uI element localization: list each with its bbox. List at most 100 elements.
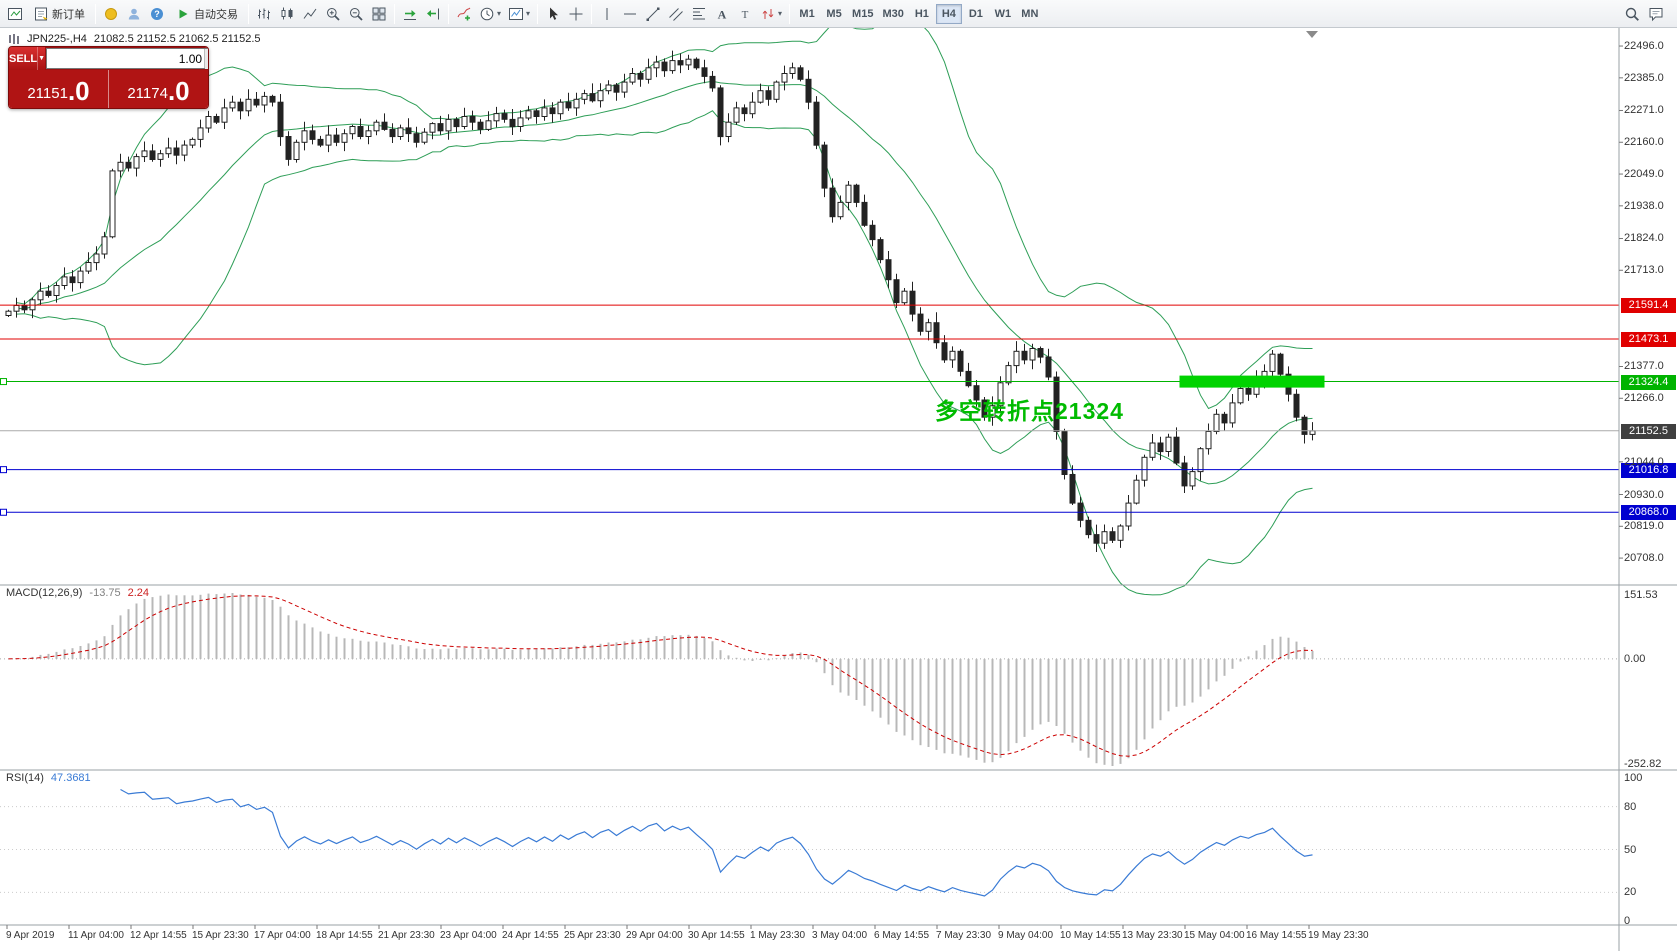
vertical-line-button[interactable] — [596, 3, 618, 25]
timeframe-h1-button[interactable]: H1 — [909, 4, 935, 24]
new-order-button[interactable]: 新订单 — [27, 3, 91, 25]
candle-body — [957, 350, 964, 372]
timeframe-m30-button[interactable]: M30 — [878, 4, 907, 24]
auto-scroll-button[interactable] — [399, 3, 421, 25]
vertical-line-icon — [606, 7, 608, 20]
crosshair-icon — [569, 7, 583, 20]
candle-body — [669, 60, 676, 72]
trendline-button[interactable] — [642, 3, 664, 25]
turning-point-annotation[interactable]: 多空转折点21324 — [935, 398, 1124, 424]
candle-body — [413, 133, 420, 143]
line-chart-button[interactable] — [299, 3, 321, 25]
community-button[interactable] — [123, 3, 145, 25]
toolbar-divider — [537, 3, 539, 24]
text-button[interactable]: A — [711, 3, 733, 25]
one-click-trading-panel[interactable]: SELL ▼ ▲ ▼ BUY 21151.0 21174.0 — [8, 46, 209, 109]
horizontal-line-icon — [624, 13, 637, 14]
volume-input[interactable] — [47, 49, 205, 68]
timeframe-d1-button[interactable]: D1 — [963, 4, 989, 24]
candle-body — [525, 110, 532, 119]
candle-body — [101, 236, 108, 255]
charts-bar-button[interactable] — [4, 3, 26, 25]
arrows-button[interactable]: ▾ — [757, 3, 785, 25]
search-icon — [1625, 7, 1639, 21]
order-type-dropdown[interactable]: ▼ — [37, 47, 46, 70]
candlestick-chart-button[interactable] — [276, 3, 298, 25]
chart-end-marker — [1306, 31, 1318, 38]
timeframe-m15-button[interactable]: M15 — [848, 4, 877, 24]
channel-icon — [669, 7, 683, 21]
timeframe-m5-button[interactable]: M5 — [821, 4, 847, 24]
candle-body — [261, 95, 268, 106]
candle-body — [869, 224, 876, 241]
candle-body — [69, 276, 76, 284]
sell-price[interactable]: 21151.0 — [9, 70, 108, 108]
candle-body — [533, 110, 540, 118]
candle-body — [437, 123, 444, 132]
chart-canvas[interactable] — [0, 28, 1677, 951]
candle-body — [757, 90, 764, 103]
candle-body — [349, 126, 356, 135]
volume-increase-button[interactable]: ▲ — [205, 49, 208, 59]
search-button[interactable] — [1621, 3, 1643, 25]
candle-body — [5, 310, 12, 317]
chart-shift-button[interactable] — [422, 3, 444, 25]
text-label-button[interactable]: T — [734, 3, 756, 25]
autotrading-button[interactable]: 自动交易 — [169, 3, 244, 25]
candle-body — [1093, 534, 1100, 544]
templates-button[interactable]: ▾ — [505, 3, 533, 25]
volume-field: ▲ ▼ — [46, 48, 208, 69]
candle-body — [309, 130, 316, 140]
candle-body — [157, 153, 164, 160]
candle-body — [541, 107, 548, 118]
autotrading-label: 自动交易 — [194, 8, 238, 21]
timeframe-w1-button[interactable]: W1 — [990, 4, 1016, 24]
candle-body — [93, 253, 100, 264]
market-button[interactable] — [100, 3, 122, 25]
main-toolbar: 新订单 ? 自动交易 ▾ ▾ A T ▾ M1 M5 M15 — [0, 0, 1677, 28]
zoom-out-button[interactable] — [345, 3, 367, 25]
candle-body — [773, 81, 780, 100]
chart-shift-icon — [427, 8, 439, 19]
candle-body — [621, 81, 628, 93]
sell-button[interactable]: SELL — [9, 47, 38, 70]
text-label-icon: T — [742, 9, 749, 21]
candle-body — [901, 290, 908, 304]
fibonacci-icon — [693, 7, 706, 19]
buy-price[interactable]: 21174.0 — [109, 70, 208, 108]
volume-decrease-button[interactable]: ▼ — [205, 59, 208, 69]
timeframe-h4-button[interactable]: H4 — [935, 3, 962, 24]
channel-button[interactable] — [665, 3, 687, 25]
candle-body — [1157, 442, 1164, 453]
tile-windows-button[interactable] — [368, 3, 390, 25]
fibonacci-button[interactable] — [688, 3, 710, 25]
horizontal-line-button[interactable] — [619, 3, 641, 25]
periods-button[interactable]: ▾ — [476, 3, 504, 25]
text-icon: A — [718, 7, 727, 21]
timeframe-m1-button[interactable]: M1 — [794, 4, 820, 24]
line-chart-icon — [303, 8, 317, 19]
crosshair-button[interactable] — [565, 3, 587, 25]
candle-body — [453, 118, 460, 128]
indicators-button[interactable] — [453, 3, 475, 25]
candle-body — [557, 101, 564, 115]
cursor-button[interactable] — [542, 3, 564, 25]
bar-chart-button[interactable] — [253, 3, 275, 25]
candle-body — [469, 116, 476, 123]
chat-button[interactable] — [1645, 3, 1667, 25]
candle-body — [701, 67, 708, 77]
macd-signal-line — [8, 595, 1313, 757]
candle-body — [45, 290, 52, 297]
candle-body — [965, 370, 972, 387]
candle-body — [709, 75, 716, 89]
help-button[interactable]: ? — [146, 3, 168, 25]
bar-chart-icon — [258, 8, 270, 19]
candle-body — [317, 138, 324, 146]
candle-body — [1221, 413, 1228, 424]
chart-area[interactable]: JPN225-,H4 21082.5 21152.5 21062.5 21152… — [0, 28, 1677, 951]
candle-body — [1245, 388, 1252, 395]
zoom-in-button[interactable] — [322, 3, 344, 25]
timeframe-mn-button[interactable]: MN — [1017, 4, 1043, 24]
tile-windows-icon — [372, 7, 386, 20]
candle-body — [221, 107, 228, 123]
